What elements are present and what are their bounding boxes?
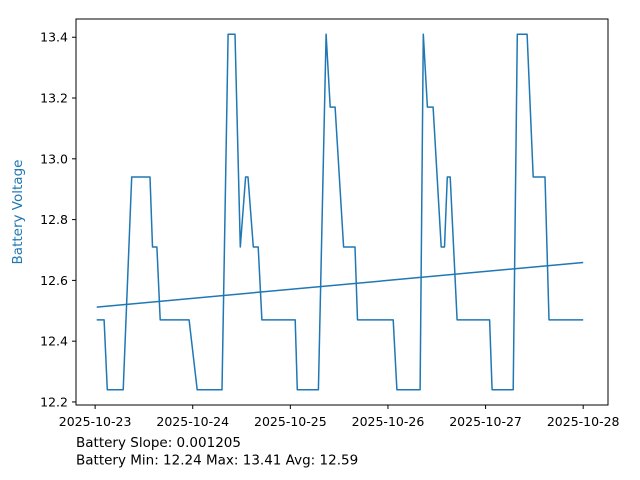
- x-tick-label: 2025-10-23: [59, 414, 132, 429]
- y-tick-label: 13.2: [40, 91, 68, 106]
- battery-slope-annotation: Battery Slope: 0.001205: [76, 435, 241, 451]
- y-axis: 12.2 12.4 12.6 12.8 13.0 13.2 13.4: [40, 30, 76, 409]
- x-tick-label: 2025-10-27: [449, 414, 522, 429]
- x-axis: 2025-10-23 2025-10-24 2025-10-25 2025-10-26…: [59, 405, 620, 429]
- y-tick-label: 12.2: [40, 394, 68, 409]
- plot-area-border: [75, 18, 609, 406]
- x-tick-label: 2025-10-24: [156, 414, 229, 429]
- x-tick-label: 2025-10-28: [547, 414, 620, 429]
- y-tick-label: 12.4: [40, 334, 68, 349]
- x-tick-label: 2025-10-25: [254, 414, 327, 429]
- y-tick-label: 13.4: [40, 30, 68, 45]
- data-series-group: [96, 33, 584, 391]
- battery-trend-line: [96, 261, 584, 308]
- x-tick-label: 2025-10-26: [352, 414, 425, 429]
- battery-voltage-line: [96, 33, 584, 391]
- y-tick-label: 12.8: [40, 212, 68, 227]
- battery-stats-annotation: Battery Min: 12.24 Max: 13.41 Avg: 12.59: [76, 453, 358, 469]
- y-tick-label: 13.0: [40, 151, 68, 166]
- y-tick-label: 12.6: [40, 273, 68, 288]
- y-axis-title: Battery Voltage: [10, 160, 26, 265]
